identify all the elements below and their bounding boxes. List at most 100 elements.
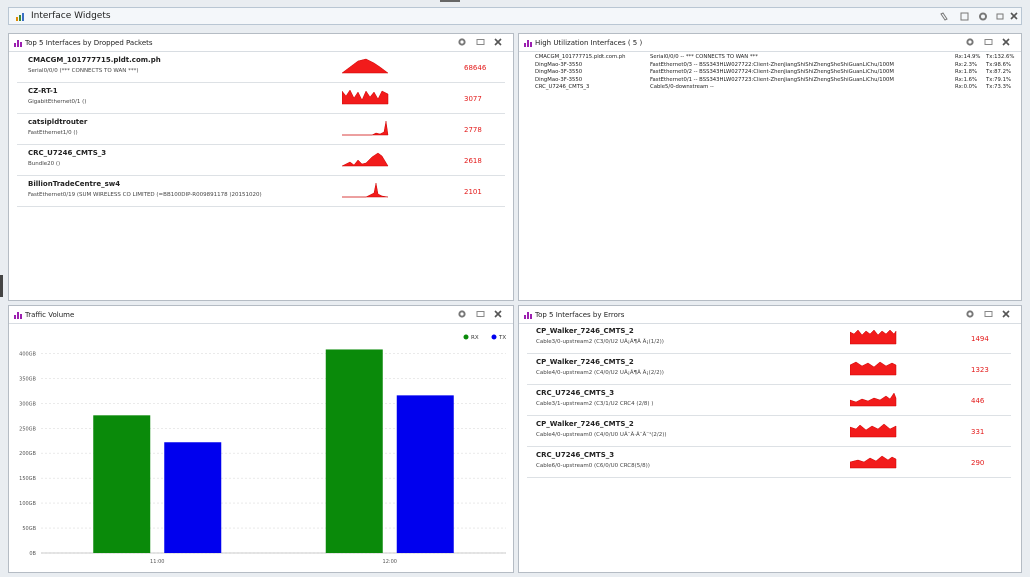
panel-title: High Utilization Interfaces ( 5 ) bbox=[535, 39, 643, 47]
sparkline bbox=[342, 89, 389, 105]
y-tick-label: 0B bbox=[29, 551, 36, 557]
row-name: CP_Walker_7246_CMTS_2 bbox=[536, 420, 634, 428]
row-detail: Cable4/0-upstream2 (C4/0/U2 UÃ¡Ã¶Ã Ã¡(2/… bbox=[536, 370, 664, 376]
util-cell: Rx:14.9% bbox=[955, 54, 981, 60]
panel-tools[interactable] bbox=[965, 37, 1015, 47]
sparkline bbox=[342, 182, 389, 198]
icon-bar bbox=[14, 43, 16, 47]
util-cell: FastEthernet0/3 -- BSS343HLW027722:Clien… bbox=[650, 61, 894, 68]
icon-bar bbox=[527, 312, 529, 319]
legend-marker bbox=[463, 334, 469, 340]
sparkline-area bbox=[850, 423, 897, 438]
close-icon bbox=[494, 310, 502, 318]
row-name: CRC_U7246_CMTS_3 bbox=[536, 451, 615, 459]
panel-traffic: Traffic Volume 0B 50GB 100GB 150GB 200GB 250G… bbox=[8, 305, 514, 573]
util-cell: DingMao-3F-3550 bbox=[535, 76, 583, 83]
settings-icon bbox=[966, 38, 974, 46]
row-name: CRC_U7246_CMTS_3 bbox=[28, 149, 107, 157]
restore-icon bbox=[984, 39, 993, 45]
row-value: 3077 bbox=[464, 95, 482, 103]
header-title: Interface Widgets bbox=[31, 11, 111, 21]
util-cell: Rx:1.6% bbox=[955, 76, 978, 83]
util-cell: Tx:87.2% bbox=[986, 69, 1011, 76]
icon-bar bbox=[524, 43, 526, 47]
close-icon bbox=[1002, 38, 1010, 46]
util-cell: Tx:73.3% bbox=[986, 84, 1011, 91]
util-cell: Rx:0.0% bbox=[955, 84, 978, 91]
sparkline-area bbox=[342, 58, 389, 74]
sparkline bbox=[850, 329, 897, 345]
panel-tools[interactable] bbox=[457, 309, 507, 319]
row-value: 2778 bbox=[464, 126, 482, 134]
row-detail: FastEthernet1/0 () bbox=[28, 130, 78, 136]
row-detail: Bundle20 () bbox=[28, 161, 61, 167]
row-name: BillionTradeCentre_sw4 bbox=[28, 180, 121, 188]
sparkline-area bbox=[850, 392, 897, 407]
y-tick-label: 50GB bbox=[22, 526, 36, 532]
y-tick-label: 400GB bbox=[19, 351, 36, 357]
row-detail: Cable4/0-upstream0 (C4/0/U0 UÃ¨Ã·Ã¨Ã¨¹(2… bbox=[536, 432, 667, 438]
drag-handle bbox=[440, 0, 460, 2]
row-separator bbox=[527, 477, 1011, 478]
icon-bar bbox=[20, 42, 22, 47]
side-tab bbox=[0, 275, 3, 297]
panel-tools[interactable] bbox=[457, 37, 507, 47]
row-separator bbox=[17, 113, 505, 114]
settings-icon bbox=[458, 310, 466, 318]
util-cell: Rx:2.3% bbox=[955, 61, 978, 68]
panel-errors: Top 5 Interfaces by Errors CP_Walker_724… bbox=[518, 305, 1022, 573]
panel-dropped: Top 5 Interfaces by Dropped Packets CMAC… bbox=[8, 33, 514, 301]
header-divider bbox=[519, 51, 1021, 52]
util-cell: FastEthernet0/2 -- BSS343HLW027724:Clien… bbox=[650, 69, 894, 76]
sparkline bbox=[850, 361, 897, 376]
row-separator bbox=[527, 446, 1011, 447]
sparkline-area bbox=[850, 361, 897, 376]
sparkline bbox=[850, 423, 897, 438]
settings-icon bbox=[458, 38, 466, 46]
icon-bar bbox=[530, 314, 532, 319]
panel-tools[interactable] bbox=[965, 309, 1015, 319]
header-divider bbox=[9, 323, 513, 324]
row-detail: Cable3/0-upstream2 (C3/0/U2 UÃ¡Ã¶Ã Ã¡(1/… bbox=[536, 339, 664, 345]
y-tick-label: 150GB bbox=[19, 476, 36, 482]
icon-bar bbox=[17, 40, 19, 47]
close-icon bbox=[494, 38, 502, 46]
sparkline bbox=[342, 58, 389, 74]
row-detail: Serial0/0/0 (*** CONNECTS TO WAN ***) bbox=[28, 68, 139, 74]
icon-bar bbox=[530, 42, 532, 47]
icon-bar bbox=[527, 40, 529, 47]
panel-icon bbox=[524, 312, 532, 319]
row-name: CP_Walker_7246_CMTS_2 bbox=[536, 327, 634, 335]
panel-icon bbox=[14, 312, 22, 319]
row-separator bbox=[527, 384, 1011, 385]
util-cell: Cable5/0-downstream -- bbox=[650, 84, 714, 91]
sparkline-area bbox=[342, 182, 389, 198]
panel-utilization: High Utilization Interfaces ( 5 ) CMACGM… bbox=[518, 33, 1022, 301]
util-cell: Tx:79.1% bbox=[986, 76, 1011, 83]
sparkline-area bbox=[342, 120, 389, 136]
header-divider bbox=[519, 323, 1021, 324]
panel-icon bbox=[524, 40, 532, 47]
row-name: CP_Walker_7246_CMTS_2 bbox=[536, 358, 634, 366]
util-cell: DingMao-3F-3550 bbox=[535, 69, 583, 76]
sparkline bbox=[342, 120, 389, 136]
sparkline bbox=[850, 392, 897, 407]
row-value: 1323 bbox=[971, 366, 989, 374]
bar bbox=[164, 442, 222, 553]
row-detail: FastEthernet0/19 (SUM WIRELESS CO LIMITE… bbox=[28, 192, 262, 198]
row-name: CMACGM_101777715.pldt.com.ph bbox=[28, 56, 161, 64]
restore-icon bbox=[476, 311, 485, 317]
icon-bar bbox=[524, 315, 526, 319]
chart: 0B 50GB 100GB 150GB 200GB 250GB 300GB 350GB 400G… bbox=[19, 334, 506, 565]
bar bbox=[325, 349, 383, 553]
row-value: 2618 bbox=[464, 157, 482, 165]
row-name: CZ-RT-1 bbox=[28, 87, 58, 95]
header-tools[interactable] bbox=[939, 11, 1019, 22]
row-value: 290 bbox=[971, 459, 985, 467]
util-cell: Tx:98.6% bbox=[986, 61, 1011, 68]
y-tick-label: 200GB bbox=[19, 451, 36, 457]
sparkline-area bbox=[342, 152, 389, 167]
util-cell: Serial0/0/0 -- *** CONNECTS TO WAN *** bbox=[650, 54, 758, 60]
restore-icon bbox=[984, 311, 993, 317]
